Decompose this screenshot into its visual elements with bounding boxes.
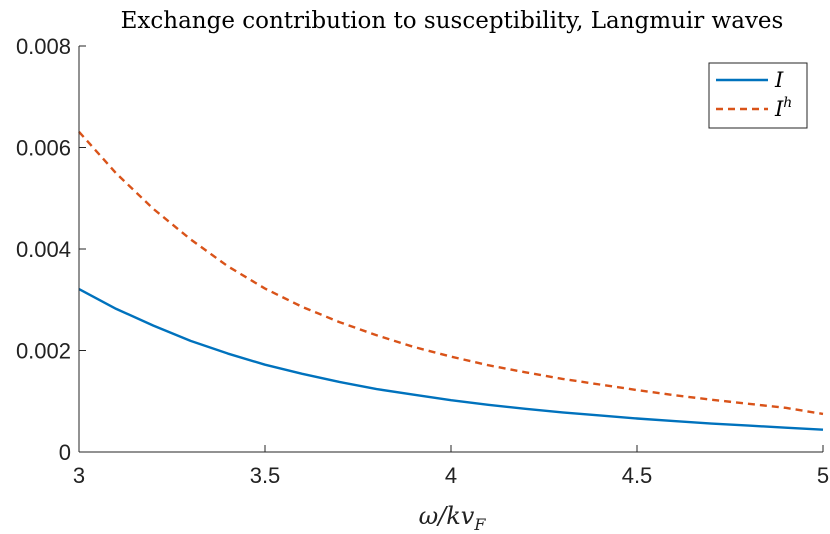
- x-tick-label: 4.5: [622, 463, 653, 488]
- y-tick-label: 0.002: [16, 339, 71, 364]
- chart-title: Exchange contribution to susceptibility,…: [121, 8, 784, 34]
- legend-label-superscript: h: [783, 95, 792, 111]
- y-tick-label: 0.004: [16, 237, 71, 262]
- x-tick-label: 3: [73, 463, 85, 488]
- series-line-1: [78, 130, 824, 416]
- legend-label: I: [774, 68, 784, 92]
- y-tick-label: 0.006: [16, 136, 71, 161]
- x-tick-label: 3.5: [250, 463, 281, 488]
- series-line-0: [78, 288, 824, 431]
- legend-entry-1: Ih: [774, 95, 792, 121]
- axes: 3 3.5 4 4.5 5 0 0.002 0.004 0.006 0.008: [16, 34, 829, 488]
- legend-entry-0: I: [774, 68, 784, 92]
- y-tick-label: 0: [59, 440, 71, 465]
- x-tick-label: 5: [817, 463, 829, 488]
- legend: IIh: [708, 62, 808, 129]
- legend-box: [708, 62, 808, 129]
- plot-area: [78, 130, 824, 431]
- legend-label: I: [774, 97, 784, 121]
- x-tick-label: 4: [445, 463, 457, 488]
- y-tick-label: 0.008: [16, 34, 71, 59]
- x-axis-label: ω/kvF: [419, 502, 487, 534]
